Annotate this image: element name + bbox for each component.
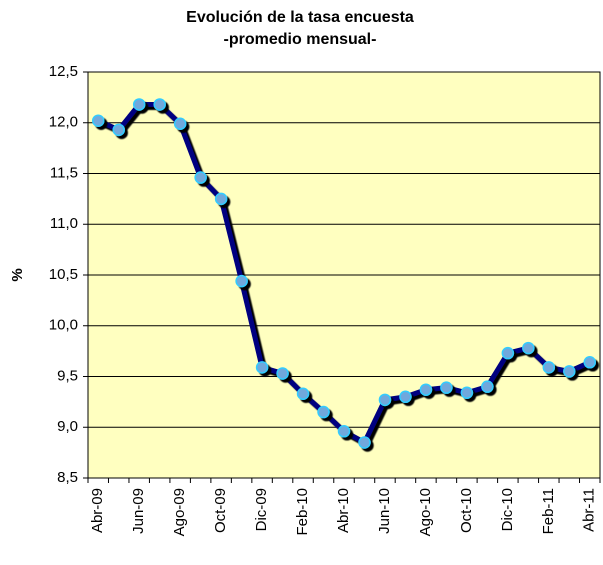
- marker: [460, 386, 474, 399]
- y-tick-label: 12,0: [49, 114, 78, 131]
- x-tick-label: Abr-10: [335, 488, 352, 533]
- marker: [378, 393, 392, 407]
- marker: [501, 346, 515, 360]
- marker: [419, 383, 433, 396]
- marker: [337, 425, 351, 438]
- x-tick-label: Feb-11: [540, 488, 557, 534]
- x-tick-label: Dic-10: [499, 488, 516, 531]
- x-tick-label: Oct-09: [212, 488, 229, 533]
- marker: [112, 123, 125, 137]
- chart-subtitle: -promedio mensual-: [224, 31, 377, 48]
- marker: [440, 381, 453, 394]
- markers: [91, 98, 597, 449]
- marker: [399, 390, 412, 404]
- marker: [358, 436, 371, 449]
- marker: [522, 341, 535, 355]
- x-tick-label: Abr-09: [89, 488, 106, 533]
- marker: [481, 380, 494, 393]
- marker: [91, 114, 105, 127]
- x-tick-label: Dic-09: [253, 488, 270, 531]
- y-tick-label: 10,5: [49, 266, 78, 283]
- y-tick-label: 12,5: [49, 63, 78, 80]
- marker: [214, 192, 228, 206]
- y-tick-label: 11,5: [50, 164, 78, 181]
- chart-title: Evolución de la tasa encuesta: [186, 9, 414, 26]
- x-tick-label: Ago-10: [417, 488, 434, 536]
- marker: [173, 117, 187, 131]
- x-tick-label: Feb-10: [294, 488, 311, 536]
- marker: [153, 98, 166, 111]
- y-tick-label: 8,5: [57, 469, 78, 486]
- marker: [132, 98, 146, 111]
- x-tick-label: Jun-09: [130, 488, 147, 534]
- marker: [194, 171, 207, 184]
- marker: [235, 274, 248, 288]
- marker: [542, 361, 556, 374]
- marker: [583, 356, 597, 369]
- y-tick-label: 9,5: [57, 367, 78, 384]
- y-tick-label: 9,0: [57, 418, 78, 435]
- x-tick-label: Abr-11: [581, 488, 598, 532]
- x-tick-label: Ago-09: [171, 488, 188, 536]
- y-tick-label: 10,0: [49, 317, 78, 334]
- marker: [296, 387, 310, 401]
- marker: [563, 365, 576, 378]
- x-tick-label: Jun-10: [376, 488, 393, 534]
- y-tick-label: 11,0: [50, 215, 78, 232]
- marker: [255, 361, 269, 374]
- marker: [317, 405, 330, 419]
- x-tick-label: Oct-10: [458, 488, 475, 533]
- marker: [276, 367, 289, 380]
- y-axis-label: %: [9, 268, 26, 281]
